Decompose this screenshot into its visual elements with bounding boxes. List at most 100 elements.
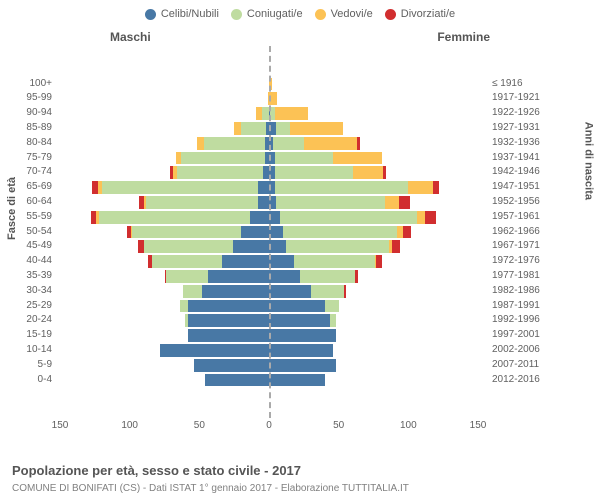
bar-segment-single (269, 269, 300, 284)
bar-segment-single (269, 328, 336, 343)
birth-year-label: 1922-1926 (492, 106, 540, 121)
male-bar (60, 239, 269, 254)
age-label: 85-89 (0, 121, 52, 136)
age-label: 40-44 (0, 254, 52, 269)
x-tick-label: 50 (333, 420, 344, 431)
bar-segment-single (269, 313, 330, 328)
male-bar (60, 269, 269, 284)
bar-segment-married (275, 180, 409, 195)
birth-year-label: 1997-2001 (492, 328, 540, 343)
chart-subtitle: COMUNE DI BONIFATI (CS) - Dati ISTAT 1° … (12, 483, 409, 494)
female-bar (269, 210, 478, 225)
bar-segment-widowed (197, 136, 204, 151)
birth-year-label: 1942-1946 (492, 165, 540, 180)
male-bar (60, 358, 269, 373)
center-axis-line (269, 46, 271, 418)
bar-segment-single (269, 225, 283, 240)
female-header: Femmine (437, 30, 490, 44)
bar-segment-single (269, 239, 286, 254)
female-bar (269, 180, 478, 195)
bar-segment-widowed (290, 121, 343, 136)
bar-segment-single (222, 254, 269, 269)
female-bar (269, 91, 478, 106)
bar-segment-single (188, 313, 269, 328)
age-label: 5-9 (0, 358, 52, 373)
male-bar (60, 121, 269, 136)
bar-segment-single (269, 284, 311, 299)
male-bar (60, 210, 269, 225)
age-label: 0-4 (0, 373, 52, 388)
bar-segment-married (262, 106, 269, 121)
bar-segment-married (300, 269, 356, 284)
male-bar (60, 299, 269, 314)
legend-label: Coniugati/e (247, 8, 303, 20)
age-label: 75-79 (0, 151, 52, 166)
bar-segment-married (180, 299, 188, 314)
chart-title: Popolazione per età, sesso e stato civil… (12, 463, 301, 478)
legend-swatch (315, 9, 326, 20)
bar-segment-widowed (333, 151, 382, 166)
female-bar (269, 358, 478, 373)
age-label: 80-84 (0, 136, 52, 151)
bar-segment-married (325, 299, 339, 314)
male-bar (60, 373, 269, 388)
female-bar (269, 121, 478, 136)
bar-segment-widowed (385, 195, 399, 210)
female-bar (269, 77, 478, 92)
bar-segment-single (269, 343, 333, 358)
birth-axis: ≤ 19161917-19211922-19261927-19311932-19… (488, 46, 600, 418)
bar-segment-divorced (425, 210, 436, 225)
age-label: 100+ (0, 77, 52, 92)
x-tick-label: 150 (470, 420, 487, 431)
male-bar (60, 91, 269, 106)
birth-year-label: 1977-1981 (492, 269, 540, 284)
bar-segment-single (258, 180, 269, 195)
female-bar (269, 254, 478, 269)
birth-year-label: 1992-1996 (492, 313, 540, 328)
bar-segment-married (241, 121, 266, 136)
x-tick-label: 100 (121, 420, 138, 431)
birth-year-label: 1972-1976 (492, 254, 540, 269)
bar-segment-married (204, 136, 265, 151)
bar-segment-single (269, 299, 325, 314)
legend-label: Divorziati/e (401, 8, 455, 20)
female-bar (269, 106, 478, 121)
male-bar (60, 254, 269, 269)
bar-segment-divorced (392, 239, 400, 254)
bar-segment-single (269, 358, 336, 373)
population-pyramid-chart: Celibi/NubiliConiugati/eVedovi/eDivorzia… (0, 0, 600, 500)
bar-segment-divorced (344, 284, 345, 299)
x-axis: 15010050050100150 (60, 418, 478, 436)
female-bar (269, 328, 478, 343)
male-bar (60, 180, 269, 195)
bar-segment-single (250, 210, 270, 225)
bar-segment-married (275, 165, 353, 180)
legend-item-divorced: Divorziati/e (385, 8, 455, 20)
bar-segment-married (280, 210, 417, 225)
male-bar (60, 343, 269, 358)
bar-segment-single (188, 299, 269, 314)
bar-segment-widowed (275, 106, 308, 121)
female-bar (269, 373, 478, 388)
bar-segment-married (144, 239, 233, 254)
bar-segment-single (258, 195, 269, 210)
male-bar (60, 195, 269, 210)
bar-segment-divorced (376, 254, 382, 269)
bar-segment-widowed (234, 121, 241, 136)
bar-segment-married (286, 239, 389, 254)
age-label: 95-99 (0, 91, 52, 106)
legend-item-married: Coniugati/e (231, 8, 303, 20)
female-bar (269, 136, 478, 151)
bar-segment-married (294, 254, 375, 269)
bar-segment-single (233, 239, 269, 254)
age-axis: 100+95-9990-9485-8980-8475-7970-7465-696… (0, 46, 56, 418)
bar-segment-married (166, 269, 208, 284)
bar-segment-single (194, 358, 269, 373)
bar-segment-married (311, 284, 344, 299)
bar-segment-married (177, 165, 263, 180)
legend: Celibi/NubiliConiugati/eVedovi/eDivorzia… (0, 8, 600, 23)
bar-segment-married (275, 151, 334, 166)
female-bar (269, 284, 478, 299)
bar-segment-married (276, 121, 290, 136)
bar-segment-widowed (408, 180, 433, 195)
